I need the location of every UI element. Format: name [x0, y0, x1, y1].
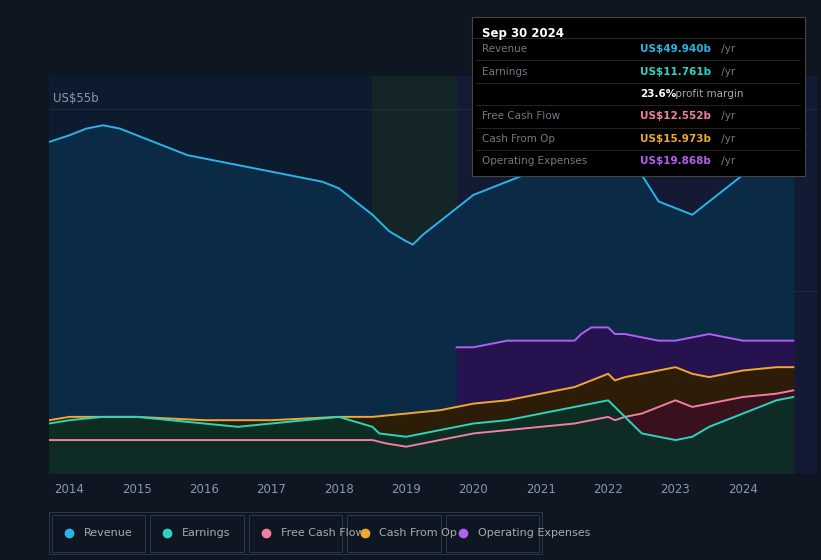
Text: US$55b: US$55b	[53, 92, 99, 105]
Text: Earnings: Earnings	[482, 67, 527, 77]
Text: 23.6%: 23.6%	[640, 89, 677, 99]
Text: Cash From Op: Cash From Op	[482, 134, 555, 144]
Text: US$49.940b: US$49.940b	[640, 44, 711, 54]
Bar	[456, 76, 817, 473]
Text: /yr: /yr	[718, 156, 736, 166]
Text: US$0: US$0	[53, 457, 84, 470]
Text: /yr: /yr	[718, 44, 736, 54]
Text: Cash From Op: Cash From Op	[379, 529, 457, 538]
Text: Earnings: Earnings	[182, 529, 231, 538]
Text: /yr: /yr	[718, 67, 736, 77]
Text: /yr: /yr	[718, 134, 736, 144]
Text: US$11.761b: US$11.761b	[640, 67, 712, 77]
Text: Operating Expenses: Operating Expenses	[482, 156, 587, 166]
Text: profit margin: profit margin	[672, 89, 743, 99]
Text: Operating Expenses: Operating Expenses	[478, 529, 590, 538]
Text: US$12.552b: US$12.552b	[640, 111, 711, 122]
Text: Revenue: Revenue	[84, 529, 132, 538]
Text: /yr: /yr	[718, 111, 736, 122]
Text: Free Cash Flow: Free Cash Flow	[281, 529, 365, 538]
Text: Free Cash Flow: Free Cash Flow	[482, 111, 560, 122]
Text: US$19.868b: US$19.868b	[640, 156, 711, 166]
Text: US$15.973b: US$15.973b	[640, 134, 711, 144]
Bar	[373, 76, 456, 473]
Text: Revenue: Revenue	[482, 44, 527, 54]
Text: Sep 30 2024: Sep 30 2024	[482, 27, 564, 40]
